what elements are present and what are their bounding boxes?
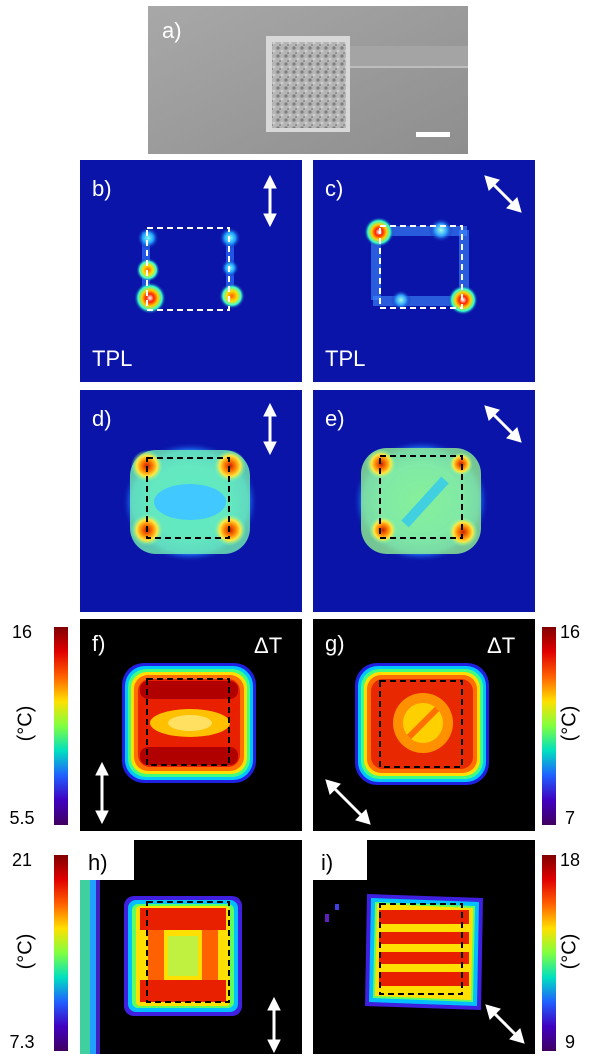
- particle-outline: [146, 457, 230, 539]
- particle-outline: [379, 455, 463, 539]
- colorbar-h: [54, 855, 68, 1051]
- polarization-vertical-icon: [267, 996, 281, 1054]
- colorbar-g-min: 7: [564, 808, 575, 828]
- panel-label-background: [313, 840, 367, 880]
- panel-i-measured-temperature-map: i): [313, 840, 535, 1054]
- panel-label: c): [325, 176, 344, 201]
- panel-g-temperature-map: g) ΔT: [313, 619, 535, 831]
- panel-caption-delta-t: ΔT: [254, 633, 283, 658]
- panel-e-simulation-map: e): [313, 390, 535, 612]
- panel-caption-delta-t: ΔT: [487, 633, 516, 658]
- panel-caption-tpl: TPL: [325, 346, 366, 371]
- tpl-map-c: [364, 175, 522, 315]
- panel-label-background: [80, 840, 134, 880]
- polarization-diagonal-icon: [484, 175, 522, 213]
- temperature-map-f: [95, 663, 256, 825]
- particle-outline: [146, 901, 230, 1003]
- polarization-vertical-icon: [263, 174, 277, 228]
- scale-bar: [416, 132, 450, 137]
- colorbar-f-max: 16: [11, 622, 33, 642]
- temperature-map-h: [80, 880, 281, 1054]
- polarization-vertical-icon: [95, 761, 109, 825]
- panel-b-tpl-map: b) TPL: [80, 160, 302, 382]
- particle-outline: [379, 903, 463, 995]
- polarization-diagonal-icon: [325, 779, 371, 825]
- panel-label: h): [88, 850, 108, 875]
- panel-label: b): [92, 176, 112, 201]
- colorbar-g-max: 16: [559, 622, 581, 642]
- colorbar-h-unit: (°C): [14, 933, 37, 970]
- colorbar-i-max: 18: [559, 850, 581, 870]
- colorbar-h-min: 7.3: [9, 1032, 35, 1052]
- panel-label: f): [92, 631, 106, 656]
- panel-caption-tpl: TPL: [92, 346, 133, 371]
- particle-outline: [379, 225, 463, 309]
- panel-label: a): [162, 18, 182, 43]
- sem-illustration: [148, 6, 468, 154]
- polarization-vertical-icon: [263, 402, 277, 456]
- colorbar-f-unit: (°C): [14, 705, 37, 742]
- colorbar-f-min: 5.5: [9, 808, 35, 828]
- colorbar-i: [542, 855, 556, 1051]
- colorbar-g-unit: (°C): [558, 705, 581, 742]
- panel-d-simulation-map: d): [80, 390, 302, 612]
- particle-outline: [146, 227, 230, 311]
- polarization-diagonal-icon: [484, 405, 522, 443]
- colorbar-f: [54, 627, 68, 825]
- panel-label: e): [325, 406, 345, 431]
- temperature-map-i: [325, 894, 525, 1044]
- panel-c-tpl-map: c) TPL: [313, 160, 535, 382]
- colorbar-i-min: 9: [564, 1032, 575, 1052]
- panel-label: i): [321, 850, 334, 875]
- colorbar-h-max: 21: [11, 850, 33, 870]
- particle-outline: [379, 680, 463, 768]
- tpl-map-b: [134, 174, 277, 314]
- panel-a-sem-image: a): [148, 6, 468, 154]
- simulation-map-e: [353, 405, 522, 562]
- temperature-map-g: [325, 663, 489, 825]
- colorbar-i-unit: (°C): [558, 933, 581, 970]
- panel-label: d): [92, 406, 112, 431]
- panel-label: g): [325, 631, 345, 656]
- particle-outline: [146, 678, 230, 766]
- panel-f-temperature-map: f) ΔT: [80, 619, 302, 831]
- simulation-map-d: [122, 402, 277, 562]
- panel-h-measured-temperature-map: h): [80, 840, 302, 1054]
- colorbar-g: [542, 627, 556, 825]
- polarization-diagonal-icon: [485, 1004, 525, 1044]
